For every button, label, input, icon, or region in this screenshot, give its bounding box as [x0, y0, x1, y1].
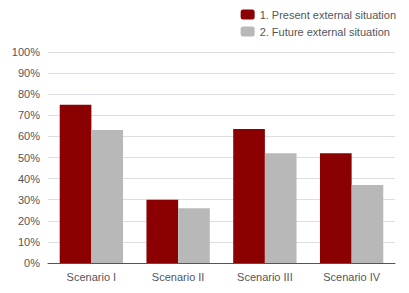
- svg-text:80%: 80%: [18, 88, 40, 100]
- svg-text:60%: 60%: [18, 130, 40, 142]
- svg-text:1. Present external situation: 1. Present external situation: [260, 9, 396, 21]
- svg-text:2. Future external situation: 2. Future external situation: [260, 26, 390, 38]
- svg-text:20%: 20%: [18, 215, 40, 227]
- svg-text:40%: 40%: [18, 173, 40, 185]
- svg-text:100%: 100%: [12, 46, 40, 58]
- svg-text:90%: 90%: [18, 67, 40, 79]
- svg-text:Scenario II: Scenario II: [152, 271, 205, 283]
- svg-text:30%: 30%: [18, 194, 40, 206]
- svg-text:10%: 10%: [18, 236, 40, 248]
- svg-text:Scenario III: Scenario III: [237, 271, 293, 283]
- svg-text:70%: 70%: [18, 109, 40, 121]
- svg-text:50%: 50%: [18, 152, 40, 164]
- svg-text:Scenario IV: Scenario IV: [323, 271, 381, 283]
- svg-text:0%: 0%: [24, 257, 40, 269]
- svg-text:Scenario I: Scenario I: [67, 271, 117, 283]
